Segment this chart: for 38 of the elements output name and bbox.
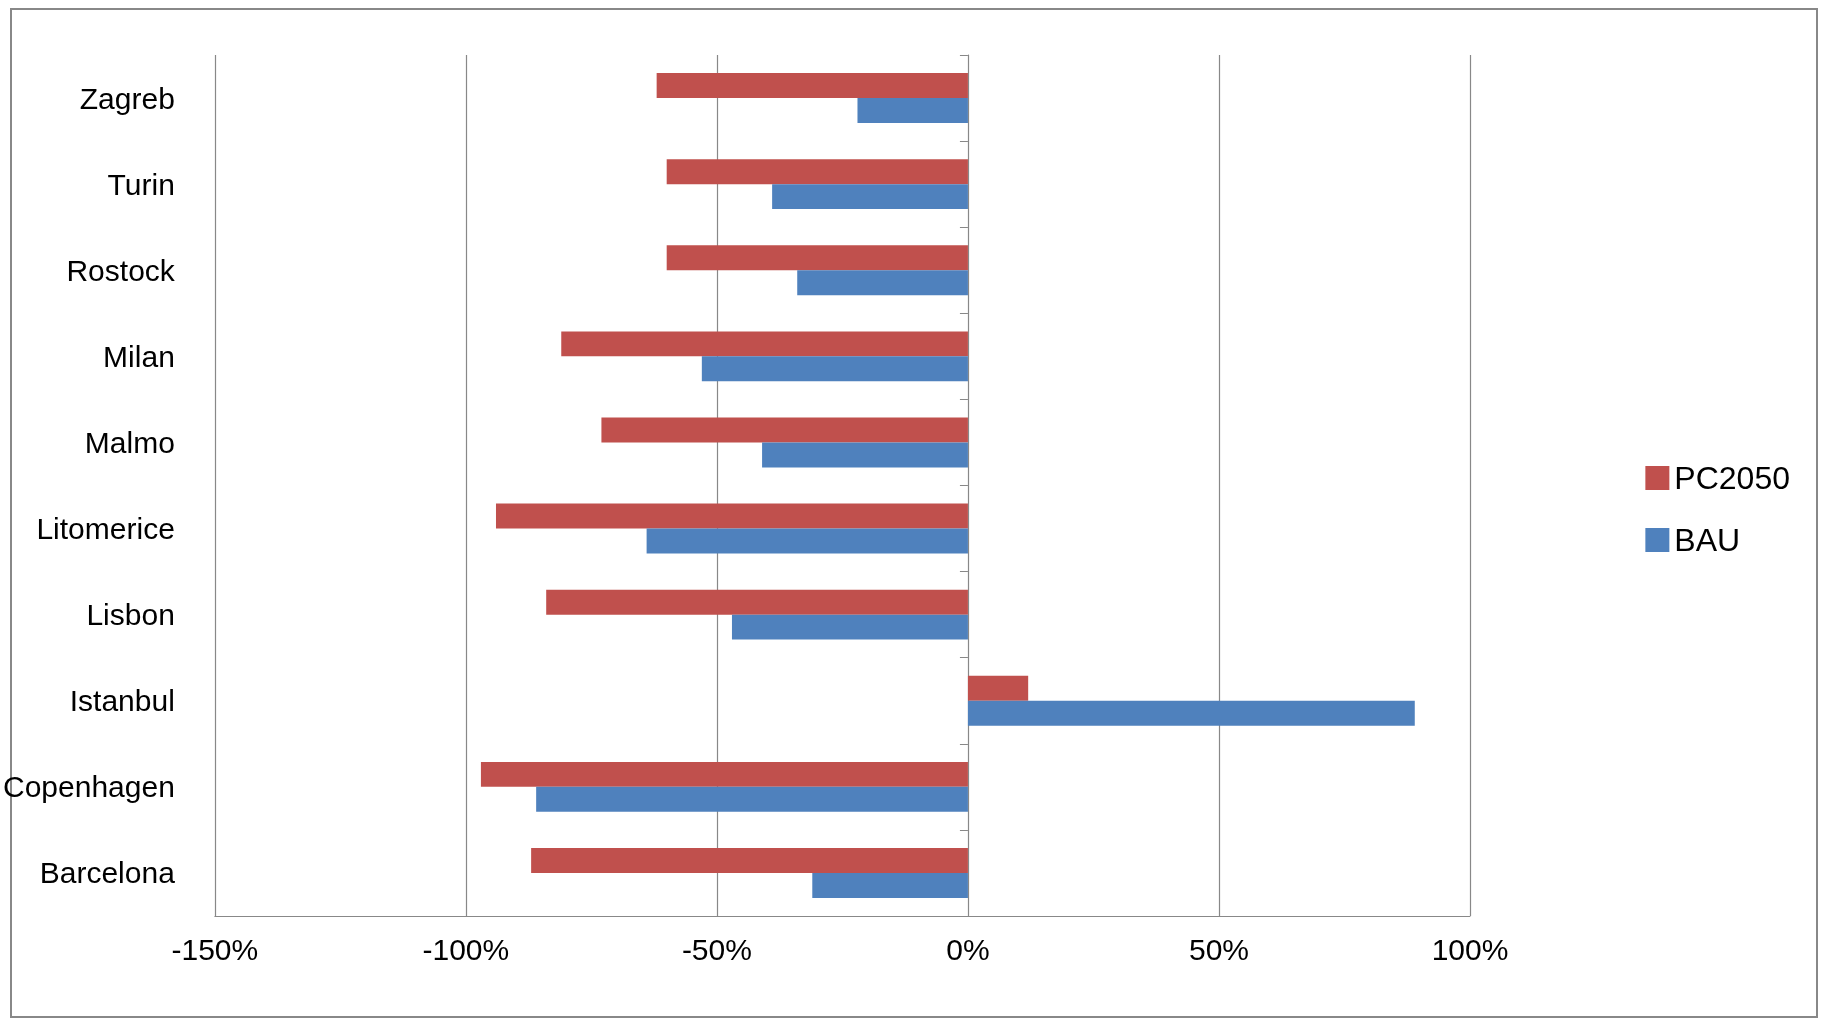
bar [546,589,968,615]
bar [646,528,968,554]
bar [666,245,968,271]
bar [601,417,968,443]
bar [480,761,968,787]
legend-label: BAU [1674,522,1741,558]
bar [666,159,968,185]
x-tick-label: -150% [171,932,259,966]
y-tick-label: Rostock [66,253,176,287]
bar [731,614,968,640]
x-tick-label: 100% [1431,932,1509,966]
y-tick-label: Istanbul [69,684,175,718]
y-tick-label: Copenhagen [3,770,175,804]
y-tick-label: Lisbon [86,598,175,632]
bar [701,356,968,382]
y-tick-label: Barcelona [39,856,176,890]
bar [762,442,968,468]
bar [812,872,968,898]
bar [967,700,1415,726]
bar [857,98,968,124]
bar [797,270,968,296]
bar [561,331,968,357]
bar [967,675,1029,701]
y-tick-label: Turin [107,167,175,201]
x-tick-label: -50% [681,932,752,966]
bar [495,503,968,529]
bar [772,184,968,210]
bar [536,786,968,812]
legend-label: PC2050 [1674,460,1790,496]
y-tick-label: Litomerice [36,512,175,546]
y-tick-label: Milan [103,339,175,373]
x-tick-label: -100% [422,932,510,966]
bar [656,73,968,99]
y-tick-label: Zagreb [79,81,175,115]
x-tick-label: 50% [1188,932,1249,966]
bar [531,847,968,873]
x-tick-label: 0% [946,932,990,966]
y-tick-label: Malmo [84,425,175,459]
